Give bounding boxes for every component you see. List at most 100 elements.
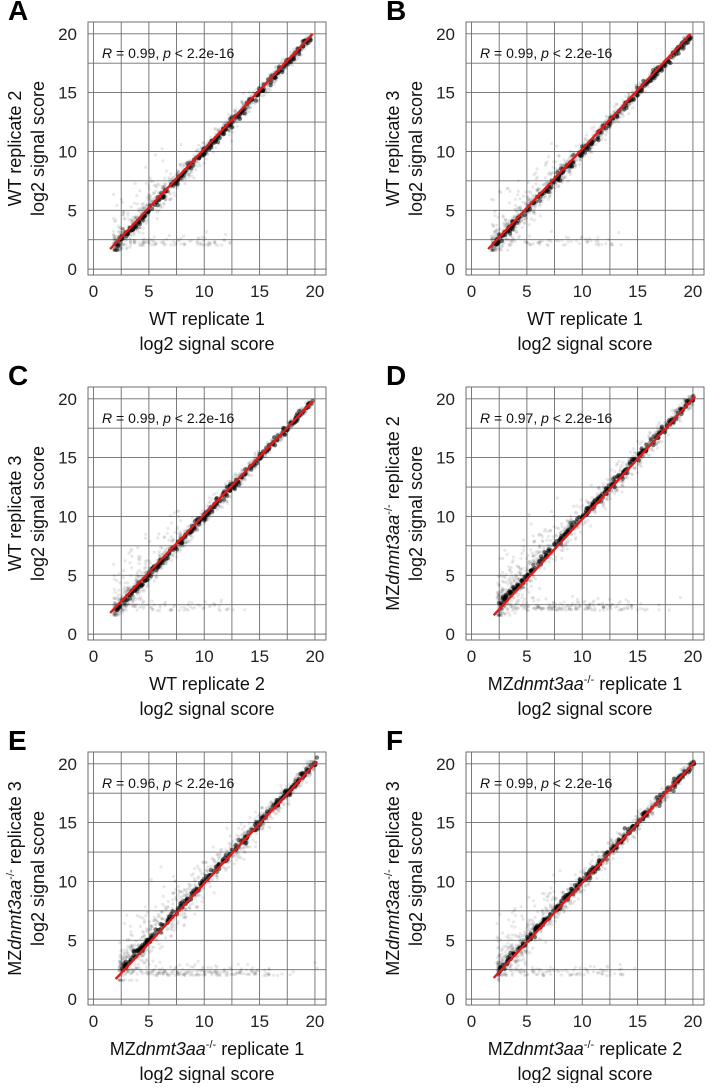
data-point xyxy=(548,195,551,198)
data-point xyxy=(231,131,234,134)
data-point xyxy=(519,557,522,560)
data-point xyxy=(112,193,115,196)
data-point xyxy=(557,527,560,530)
data-point xyxy=(250,459,253,462)
data-point xyxy=(629,451,632,454)
data-point xyxy=(240,102,243,105)
data-point xyxy=(141,601,144,604)
data-point xyxy=(538,587,541,590)
correlation-annotation: R = 0.99, p < 2.2e-16 xyxy=(480,45,613,61)
data-point xyxy=(521,552,524,555)
data-point xyxy=(243,608,246,611)
data-point xyxy=(121,201,124,204)
data-point xyxy=(592,599,595,602)
data-point xyxy=(112,563,115,566)
data-point xyxy=(507,187,510,190)
data-point xyxy=(617,120,620,123)
data-point xyxy=(561,549,564,552)
data-point xyxy=(140,605,143,608)
x-tick-label: 20 xyxy=(305,647,324,666)
data-point xyxy=(114,591,117,594)
data-point xyxy=(152,192,155,195)
data-point xyxy=(220,601,223,604)
data-point xyxy=(533,540,536,543)
data-point xyxy=(208,496,211,499)
data-point xyxy=(596,236,599,239)
data-point xyxy=(491,237,494,240)
data-point xyxy=(131,219,134,222)
y-tick-label: 15 xyxy=(58,84,77,103)
data-point xyxy=(613,470,616,473)
data-point xyxy=(144,566,147,569)
data-point xyxy=(660,440,663,443)
data-point xyxy=(165,169,168,172)
data-point xyxy=(172,191,175,194)
x-axis-title: WT replicate 2 xyxy=(149,674,265,694)
data-point xyxy=(503,224,506,227)
x-tick-label: 5 xyxy=(144,647,153,666)
data-point xyxy=(194,168,197,171)
data-point xyxy=(189,166,193,170)
data-point xyxy=(147,193,150,196)
data-point xyxy=(163,536,166,539)
data-point xyxy=(254,98,258,102)
data-point xyxy=(186,540,189,543)
data-point xyxy=(175,555,178,558)
data-point xyxy=(560,239,563,242)
y-tick-label: 0 xyxy=(68,260,77,279)
data-point xyxy=(206,504,209,507)
data-point xyxy=(513,240,516,243)
data-point xyxy=(166,527,169,530)
data-point xyxy=(153,579,156,582)
data-point xyxy=(249,106,252,109)
x-tick-label: 15 xyxy=(628,282,647,301)
data-point xyxy=(112,233,115,236)
data-point xyxy=(161,147,164,150)
data-point xyxy=(493,214,496,217)
data-point xyxy=(224,233,227,236)
data-point xyxy=(187,608,190,611)
data-point xyxy=(542,184,545,187)
data-point xyxy=(146,240,149,243)
data-point xyxy=(615,103,618,106)
data-point xyxy=(496,228,499,231)
data-point xyxy=(150,600,153,603)
data-point xyxy=(212,151,215,154)
data-point xyxy=(207,501,210,504)
data-point xyxy=(550,510,553,513)
data-point xyxy=(214,146,217,149)
data-point xyxy=(209,136,212,139)
data-point xyxy=(517,190,520,193)
data-point xyxy=(607,238,610,241)
data-point xyxy=(169,243,172,246)
data-point xyxy=(235,474,238,477)
data-point xyxy=(560,557,563,560)
data-point xyxy=(167,539,170,542)
data-point xyxy=(169,172,172,175)
data-point xyxy=(166,532,169,535)
data-point xyxy=(504,573,507,576)
data-point xyxy=(164,601,167,604)
data-point xyxy=(544,176,547,179)
correlation-annotation: R = 0.99, p < 2.2e-16 xyxy=(102,410,235,426)
y-tick-label: 15 xyxy=(58,449,77,468)
data-point xyxy=(196,236,199,239)
x-tick-label: 10 xyxy=(573,282,592,301)
data-point xyxy=(522,549,525,552)
data-point xyxy=(513,612,516,615)
data-point xyxy=(557,239,560,242)
data-point xyxy=(592,130,595,133)
data-point xyxy=(143,241,146,244)
data-point xyxy=(144,537,147,540)
data-point xyxy=(180,606,183,609)
data-point xyxy=(179,519,182,522)
data-point xyxy=(280,60,283,63)
data-point xyxy=(142,226,145,229)
data-point xyxy=(182,234,185,237)
data-point xyxy=(117,572,120,575)
data-point xyxy=(527,199,530,202)
data-point xyxy=(624,106,628,110)
data-point xyxy=(571,595,574,598)
data-point xyxy=(183,243,186,246)
